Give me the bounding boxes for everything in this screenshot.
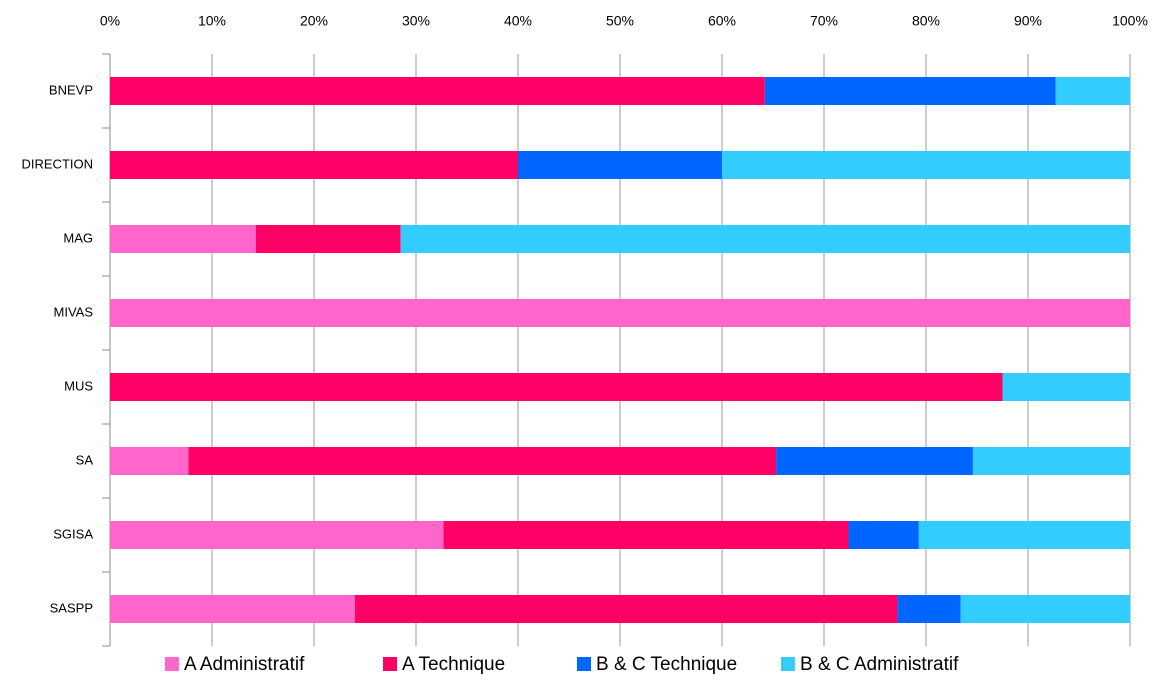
bar-segment bbox=[518, 151, 722, 179]
x-tick-label: 0% bbox=[100, 13, 120, 29]
x-tick-label: 40% bbox=[504, 13, 532, 29]
bar-segment bbox=[400, 225, 1130, 253]
x-tick-label: 50% bbox=[606, 13, 634, 29]
x-tick-label: 80% bbox=[912, 13, 940, 29]
legend-label: B & C Technique bbox=[596, 654, 737, 675]
x-tick-label: 20% bbox=[300, 13, 328, 29]
bar-segment bbox=[110, 521, 444, 549]
legend-swatch bbox=[165, 657, 179, 671]
y-tick-label: MAG bbox=[63, 230, 93, 245]
y-tick-label: MUS bbox=[64, 378, 93, 393]
bar-segment bbox=[110, 447, 189, 475]
x-tick-label: 10% bbox=[198, 13, 226, 29]
x-tick-label: 30% bbox=[402, 13, 430, 29]
legend-swatch bbox=[383, 657, 397, 671]
bar-segment bbox=[188, 447, 777, 475]
bar-segment bbox=[110, 595, 355, 623]
x-tick-label: 100% bbox=[1112, 13, 1148, 29]
bar-segment bbox=[255, 225, 401, 253]
bar-segment bbox=[110, 77, 765, 105]
bar-segment bbox=[354, 595, 898, 623]
y-tick-label: SGISA bbox=[53, 526, 93, 541]
bar-segment bbox=[776, 447, 973, 475]
bar-segment bbox=[764, 77, 1056, 105]
legend-label: A Technique bbox=[402, 654, 505, 675]
bar-segment bbox=[897, 595, 961, 623]
bar-segment bbox=[960, 595, 1130, 623]
legend-swatch bbox=[781, 657, 795, 671]
y-tick-label: SA bbox=[76, 452, 94, 467]
bar-segment bbox=[110, 151, 518, 179]
x-tick-label: 70% bbox=[810, 13, 838, 29]
bar-segment bbox=[110, 225, 256, 253]
y-tick-label: BNEVP bbox=[49, 82, 93, 97]
legend-swatch bbox=[577, 657, 591, 671]
x-tick-label: 90% bbox=[1014, 13, 1042, 29]
bar-segment bbox=[848, 521, 919, 549]
bar-segment bbox=[110, 373, 1003, 401]
bar-segment bbox=[110, 299, 1130, 327]
legend-label: A Administratif bbox=[184, 654, 305, 675]
bar-segment bbox=[1055, 77, 1130, 105]
bar-segment bbox=[972, 447, 1130, 475]
legend-label: B & C Administratif bbox=[800, 654, 959, 675]
bar-segment bbox=[443, 521, 849, 549]
bar-segment bbox=[918, 521, 1130, 549]
bar-segment bbox=[722, 151, 1130, 179]
y-tick-label: MIVAS bbox=[54, 304, 94, 319]
y-tick-label: SASPP bbox=[50, 600, 93, 615]
x-tick-label: 60% bbox=[708, 13, 736, 29]
bar-segment bbox=[1002, 373, 1130, 401]
y-tick-label: DIRECTION bbox=[22, 156, 94, 171]
